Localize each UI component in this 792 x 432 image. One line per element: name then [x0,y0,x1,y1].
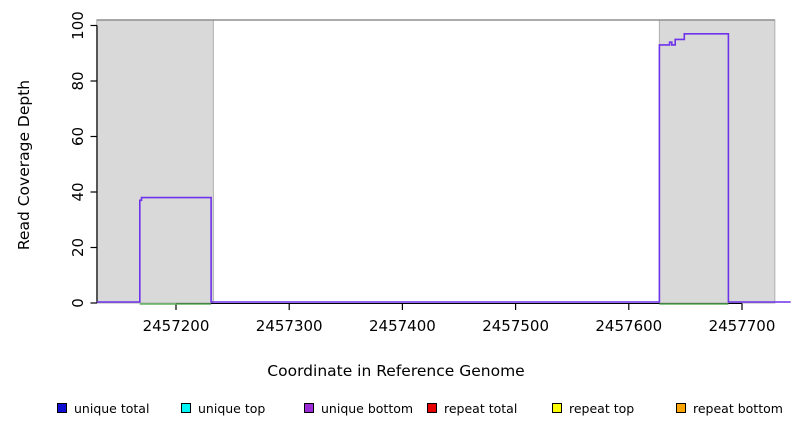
repeat-region-band [658,19,776,304]
y-axis-title: Read Coverage Depth [15,79,33,251]
legend-item-repeat-top: repeat top [552,400,634,416]
legend-item-unique-top: unique top [181,400,265,416]
chart-legend: unique total unique top unique bottom re… [0,400,792,422]
unique-bottom-coverage-line [96,33,791,303]
y-tick-label: 0 [69,298,87,308]
y-tick-label: 40 [69,182,87,201]
x-tick-label: 2457600 [595,317,662,335]
x-axis-title: Coordinate in Reference Genome [267,362,525,380]
repeat-bottom-swatch-icon [676,403,686,413]
y-tick-label: 80 [69,71,87,90]
legend-item-unique-bottom: unique bottom [304,400,413,416]
y-tick-label: 20 [69,238,87,257]
x-tick-label: 2457200 [143,317,210,335]
x-tick-label: 2457700 [709,317,776,335]
y-tick-label: 100 [69,11,87,40]
legend-label: unique total [74,400,150,416]
repeat-total-swatch-icon [427,403,437,413]
x-tick-label: 2457400 [369,317,436,335]
legend-label: repeat top [569,400,635,416]
legend-label: unique top [198,400,266,416]
unique-total-swatch-icon [57,403,67,413]
unique-bottom-swatch-icon [304,403,314,413]
legend-label: repeat total [444,400,518,416]
legend-label: unique bottom [321,400,414,416]
legend-item-repeat-bottom: repeat bottom [676,400,783,416]
legend-label: repeat bottom [693,400,783,416]
repeat-top-swatch-icon [552,403,562,413]
legend-item-unique-total: unique total [57,400,149,416]
x-tick-label: 2457500 [482,317,549,335]
unique-top-swatch-icon [181,403,191,413]
repeat-region-band [96,19,214,304]
legend-item-repeat-total: repeat total [427,400,517,416]
x-tick-label: 2457300 [256,317,323,335]
y-tick-label: 60 [69,127,87,146]
